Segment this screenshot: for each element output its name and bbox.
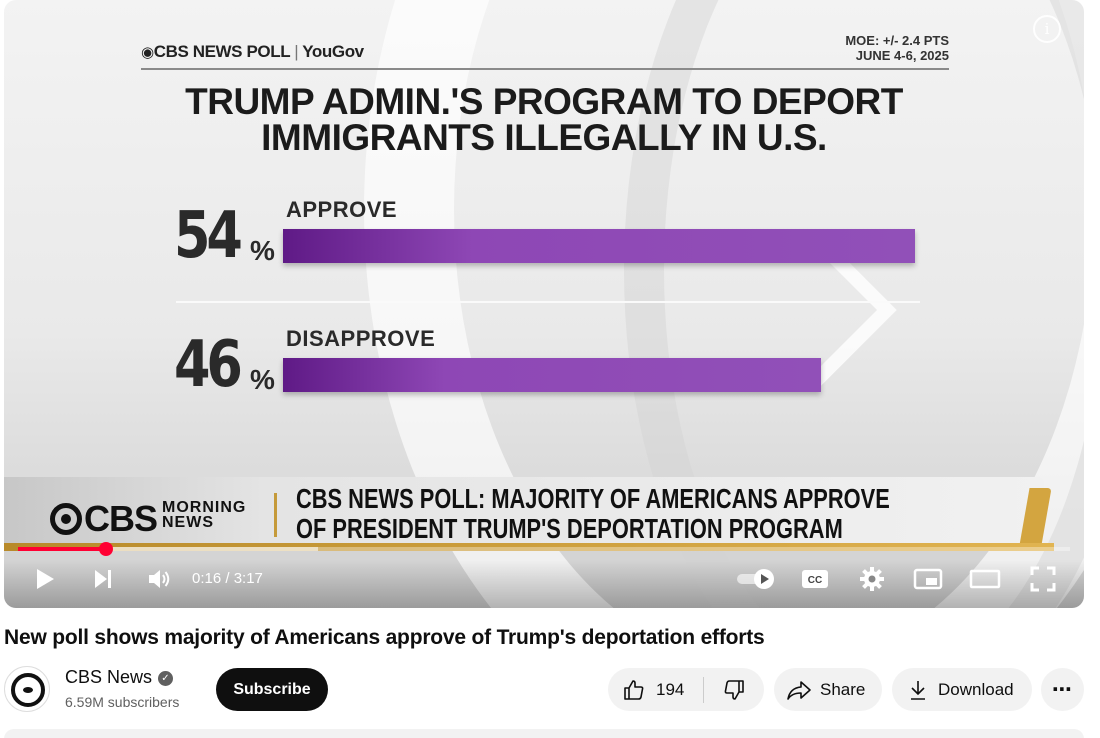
video-player[interactable]: ◉CBS NEWS POLL | YouGov MOE: +/- 2.4 PTS J… <box>4 0 1084 608</box>
theater-icon <box>969 569 1001 589</box>
headline-line: OF PRESIDENT TRUMP'S DEPORTATION PROGRAM <box>296 513 843 544</box>
next-icon <box>95 570 111 588</box>
percent-sign: % <box>250 235 275 266</box>
show-name-line: NEWS <box>162 514 214 531</box>
poll-bar <box>283 358 821 392</box>
poll-title-line: TRUMP ADMIN.'S PROGRAM TO DEPORT <box>185 81 903 122</box>
percent-value: 54 <box>174 199 243 273</box>
download-button[interactable]: Download <box>892 668 1032 711</box>
poll-dates: JUNE 4-6, 2025 <box>855 48 949 63</box>
volume-icon <box>149 570 170 588</box>
thumbs-down-icon <box>724 679 744 700</box>
brand-partner: YouGov <box>302 42 364 61</box>
like-dislike-group: 194 <box>608 668 764 711</box>
volume-button[interactable] <box>146 566 174 592</box>
poll-bar <box>283 229 915 263</box>
poll-title-line: IMMIGRANTS ILLEGALLY IN U.S. <box>261 117 827 158</box>
dislike-button[interactable] <box>704 668 764 711</box>
poll-row-approve: 54 % APPROVE <box>174 197 934 277</box>
autoplay-toggle-icon <box>737 569 774 589</box>
poll-label: DISAPPROVE <box>286 326 436 351</box>
fullscreen-button[interactable] <box>1028 566 1058 592</box>
channel-name[interactable]: CBS News <box>65 667 153 687</box>
info-icon[interactable]: i <box>1033 15 1061 43</box>
miniplayer-button[interactable] <box>912 566 944 592</box>
lower-third <box>4 477 1044 547</box>
share-icon <box>787 680 811 700</box>
cbs-eye-pupil <box>23 687 33 693</box>
poll-label: APPROVE <box>286 197 398 222</box>
poll-title: TRUMP ADMIN.'S PROGRAM TO DEPORT IMMIGRA… <box>124 81 964 158</box>
headline-line: CBS NEWS POLL: MAJORITY OF AMERICANS APP… <box>296 483 890 514</box>
settings-button[interactable] <box>858 566 886 592</box>
verified-badge-icon: ✓ <box>158 671 173 686</box>
lower-third-divider <box>274 493 277 537</box>
channel-avatar[interactable] <box>4 666 50 712</box>
scrubber-handle[interactable] <box>99 542 114 556</box>
download-icon <box>911 680 925 700</box>
margin-of-error: MOE: +/- 2.4 PTS JUNE 4-6, 2025 <box>845 33 949 63</box>
subscribe-button[interactable]: Subscribe <box>216 668 328 711</box>
play-icon <box>37 569 54 589</box>
like-divider <box>703 676 704 703</box>
time-display: 0:16 / 3:17 <box>192 570 263 587</box>
svg-text:CC: CC <box>808 575 822 586</box>
video-title: New poll shows majority of Americans app… <box>4 626 765 649</box>
controls-gradient <box>4 560 1084 608</box>
lower-third-headline: CBS NEWS POLL: MAJORITY OF AMERICANS APP… <box>296 484 890 544</box>
miniplayer-icon <box>913 568 943 590</box>
buffered-bar <box>18 547 318 551</box>
cbs-eye-icon <box>50 503 82 535</box>
row-divider <box>176 301 920 303</box>
thumbs-up-icon <box>624 679 644 700</box>
cbs-logo: CBS <box>50 498 158 540</box>
subscriber-count: 6.59M subscribers <box>65 694 180 710</box>
share-label: Share <box>820 679 866 699</box>
like-count: 194 <box>656 679 685 699</box>
show-name-line: MORNING <box>162 499 247 516</box>
percent-sign: % <box>250 364 275 395</box>
more-icon: ⋯ <box>1052 679 1073 701</box>
moe-line: MOE: +/- 2.4 PTS <box>845 33 949 48</box>
share-button[interactable]: Share <box>774 668 882 711</box>
poll-brand: ◉CBS NEWS POLL | YouGov <box>141 42 364 61</box>
show-name: MORNING NEWS <box>162 499 247 531</box>
next-button[interactable] <box>90 566 116 592</box>
captions-icon: CC <box>802 570 828 588</box>
fullscreen-icon <box>1030 566 1056 592</box>
like-button[interactable]: 194 <box>608 668 703 711</box>
brand-logo: CBS NEWS POLL <box>153 42 291 61</box>
divider <box>141 68 949 70</box>
cbs-eye-icon <box>11 673 45 707</box>
more-actions-button[interactable]: ⋯ <box>1041 668 1084 711</box>
lower-third-stripe <box>4 543 1054 551</box>
theater-mode-button[interactable] <box>968 566 1002 592</box>
play-button[interactable] <box>32 566 58 592</box>
poll-row-disapprove: 46 % DISAPPROVE <box>174 326 934 406</box>
cbs-wordmark: CBS <box>84 498 158 539</box>
download-label: Download <box>938 679 1014 699</box>
autoplay-toggle[interactable] <box>734 566 778 592</box>
played-bar <box>18 547 107 551</box>
progress-bar[interactable] <box>18 542 1070 556</box>
description-box[interactable] <box>4 729 1084 738</box>
captions-button[interactable]: CC <box>800 566 830 592</box>
percent-value: 46 <box>174 328 243 402</box>
gear-icon <box>860 567 884 591</box>
